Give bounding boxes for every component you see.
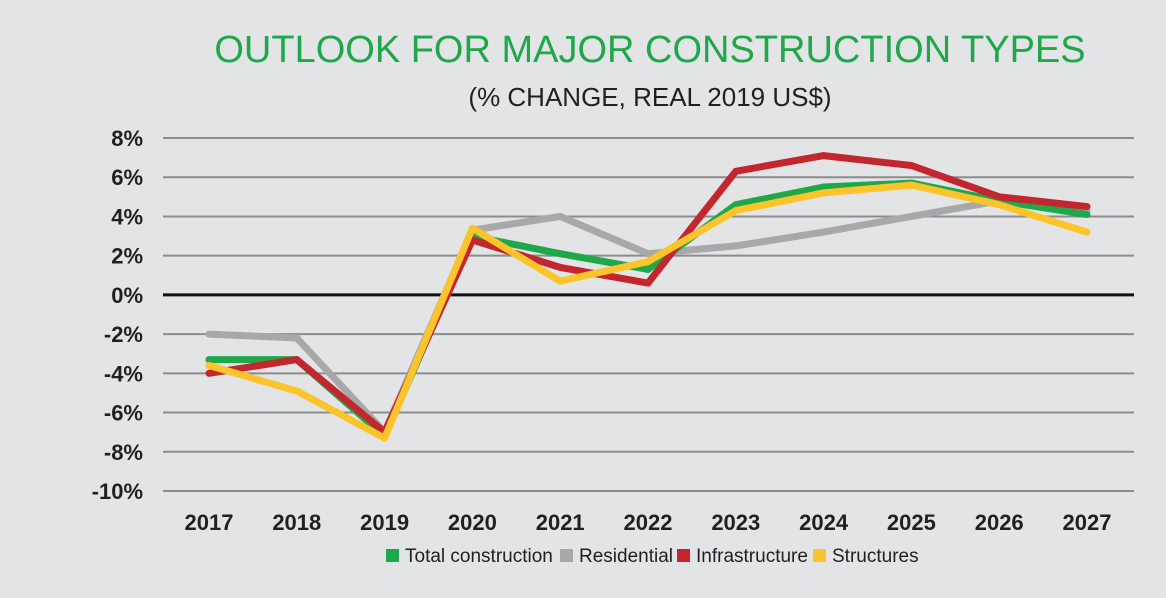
data-point: [205, 330, 213, 338]
data-point: [205, 356, 213, 364]
data-point: [644, 258, 652, 266]
y-tick-label: -10%: [92, 479, 143, 504]
data-point: [468, 224, 476, 232]
data-point: [907, 212, 915, 220]
x-tick-label: 2023: [711, 510, 760, 535]
data-point: [556, 277, 564, 285]
x-axis-tick-labels: 2017 2018 2019 2020 2021 2022 2023 2024 2025 2026…: [185, 510, 1112, 535]
data-point: [205, 369, 213, 377]
legend-label: Structures: [832, 546, 919, 567]
legend: Total construction Residential Infrastruct…: [386, 546, 919, 567]
y-tick-label: -8%: [104, 440, 143, 465]
data-point: [732, 167, 740, 175]
y-tick-label: 4%: [111, 204, 143, 229]
data-point: [644, 250, 652, 258]
x-tick-label: 2020: [448, 510, 497, 535]
y-tick-label: 8%: [111, 126, 143, 151]
legend-swatch: [386, 549, 399, 562]
series-lines: [205, 152, 1091, 442]
legend-item-total-construction: Total construction: [386, 546, 553, 567]
data-point: [820, 183, 828, 191]
data-point: [907, 161, 915, 169]
data-point: [1083, 228, 1091, 236]
chart-title: OUTLOOK FOR MAJOR CONSTRUCTION TYPES: [214, 29, 1085, 71]
chart-subtitle: (% CHANGE, REAL 2019 US$): [468, 82, 831, 112]
legend-swatch: [677, 549, 690, 562]
legend-item-residential: Residential: [560, 546, 673, 567]
y-tick-label: 6%: [111, 165, 143, 190]
legend-item-infrastructure: Infrastructure: [677, 546, 808, 567]
x-tick-label: 2022: [624, 510, 673, 535]
legend-swatch: [560, 549, 573, 562]
data-point: [205, 361, 213, 369]
legend-swatch: [813, 549, 826, 562]
data-point: [820, 189, 828, 197]
legend-item-structures: Structures: [813, 546, 919, 567]
y-tick-label: 0%: [111, 283, 143, 308]
x-tick-label: 2021: [536, 510, 585, 535]
y-tick-label: -2%: [104, 322, 143, 347]
data-point: [293, 334, 301, 342]
y-tick-label: 2%: [111, 244, 143, 269]
y-tick-label: -4%: [104, 361, 143, 386]
data-point: [293, 387, 301, 395]
data-point: [556, 250, 564, 258]
data-point: [995, 201, 1003, 209]
data-point: [381, 434, 389, 442]
x-tick-label: 2026: [975, 510, 1024, 535]
x-tick-label: 2018: [272, 510, 321, 535]
data-point: [1083, 203, 1091, 211]
legend-label: Total construction: [405, 546, 553, 567]
data-point: [293, 356, 301, 364]
data-point: [644, 265, 652, 273]
y-tick-label: -6%: [104, 401, 143, 426]
data-point: [732, 207, 740, 215]
data-point: [907, 181, 915, 189]
data-point: [732, 242, 740, 250]
x-tick-label: 2024: [799, 510, 849, 535]
data-point: [556, 212, 564, 220]
x-tick-label: 2025: [887, 510, 936, 535]
gridlines: [163, 137, 1134, 492]
data-point: [820, 228, 828, 236]
x-tick-label: 2027: [1063, 510, 1112, 535]
data-point: [820, 152, 828, 160]
x-tick-label: 2017: [185, 510, 234, 535]
data-point: [995, 193, 1003, 201]
legend-label: Residential: [579, 546, 673, 567]
data-point: [1083, 210, 1091, 218]
data-point: [644, 279, 652, 287]
legend-label: Infrastructure: [696, 546, 808, 567]
x-tick-label: 2019: [360, 510, 409, 535]
data-point: [732, 201, 740, 209]
data-point: [556, 263, 564, 271]
y-axis-tick-labels: 8% 6% 4% 2% 0% -2% -4% -6% -8% -10%: [92, 126, 143, 504]
